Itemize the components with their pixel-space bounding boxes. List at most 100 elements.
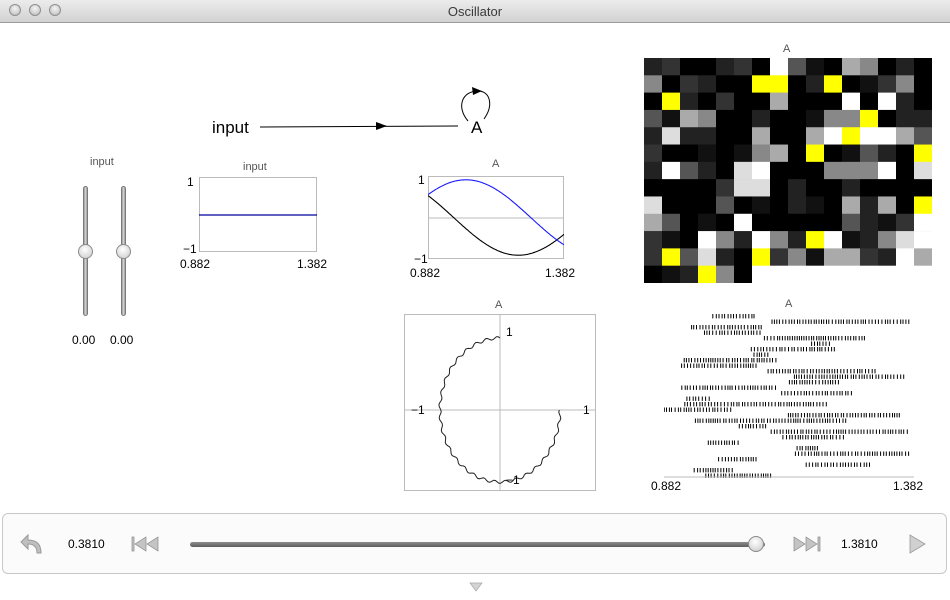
grid-cell xyxy=(734,127,753,145)
grid-cell xyxy=(770,248,789,266)
grid-cell xyxy=(824,109,843,128)
start-time: 0.3810 xyxy=(68,537,105,551)
minimize-window-icon[interactable] xyxy=(29,4,41,16)
play-icon[interactable] xyxy=(907,533,927,555)
undo-icon[interactable] xyxy=(19,531,47,557)
grid-cell xyxy=(644,231,663,249)
grid-cell xyxy=(680,161,699,180)
network-input-label[interactable]: input xyxy=(212,118,249,137)
grid-cell xyxy=(806,144,825,163)
grid-cell xyxy=(806,179,825,197)
grid-cell xyxy=(860,265,879,283)
grid-cell xyxy=(806,231,825,249)
expand-panel-icon[interactable] xyxy=(469,582,483,592)
a-value-plot-area[interactable] xyxy=(428,176,564,259)
grid-cell xyxy=(680,265,699,283)
grid-cell xyxy=(644,109,663,128)
grid-cell xyxy=(698,92,717,111)
grid-cell xyxy=(644,144,663,163)
close-window-icon[interactable] xyxy=(9,4,21,16)
grid-cell xyxy=(644,161,663,180)
input-plot-area[interactable] xyxy=(199,177,317,252)
skip-forward-icon[interactable] xyxy=(792,534,822,554)
grid-cell xyxy=(716,248,735,266)
grid-cell xyxy=(896,58,915,76)
grid-cell xyxy=(842,58,861,76)
xy-plot-area[interactable] xyxy=(404,314,596,491)
grid-cell xyxy=(770,58,789,76)
zoom-window-icon[interactable] xyxy=(49,4,61,16)
grid-cell xyxy=(770,127,789,145)
grid-cell xyxy=(716,109,735,128)
grid-cell xyxy=(662,196,681,215)
grid-cell xyxy=(734,75,753,93)
grid-cell xyxy=(914,92,932,111)
input-plot-xmax: 1.382 xyxy=(297,257,328,271)
grid-cell xyxy=(680,231,699,249)
grid-cell xyxy=(914,58,932,76)
grid-cell xyxy=(842,92,861,111)
network-node-a[interactable]: A xyxy=(471,118,483,137)
grid-cell xyxy=(914,248,932,266)
time-scrubber-track[interactable] xyxy=(190,542,765,547)
grid-cell xyxy=(914,127,932,145)
grid-cell xyxy=(860,92,879,111)
grid-cell xyxy=(806,213,825,232)
time-scrubber-knob[interactable] xyxy=(748,536,765,552)
grid-cell xyxy=(644,179,663,197)
grid-cell xyxy=(770,231,789,249)
grid-cell xyxy=(680,144,699,163)
grid-plot-area[interactable] xyxy=(644,58,932,283)
grid-cell xyxy=(806,161,825,180)
grid-cell xyxy=(914,75,932,93)
grid-cell xyxy=(680,109,699,128)
grid-cell xyxy=(680,127,699,145)
grid-cell xyxy=(662,213,681,232)
spike-plot-area[interactable] xyxy=(664,313,914,478)
spike-plot-title: A xyxy=(785,298,793,310)
grid-cell xyxy=(716,265,735,283)
grid-cell xyxy=(662,58,681,76)
grid-cell xyxy=(644,127,663,145)
grid-cell xyxy=(788,265,807,283)
grid-cell xyxy=(680,179,699,197)
grid-cell xyxy=(842,248,861,266)
grid-cell xyxy=(896,127,915,145)
grid-cell xyxy=(896,179,915,197)
grid-cell xyxy=(824,92,843,111)
grid-plot-title: A xyxy=(783,43,791,55)
grid-cell xyxy=(662,248,681,266)
grid-cell xyxy=(806,127,825,145)
slider-value-2: 0.00 xyxy=(110,333,134,347)
grid-cell xyxy=(878,75,897,93)
grid-cell xyxy=(878,58,897,76)
skip-back-icon[interactable] xyxy=(130,534,160,554)
grid-cell xyxy=(734,231,753,249)
grid-cell xyxy=(860,213,879,232)
grid-cell xyxy=(842,161,861,180)
grid-cell xyxy=(878,196,897,215)
grid-cell xyxy=(878,265,897,283)
grid-cell xyxy=(770,196,789,215)
grid-cell xyxy=(824,75,843,93)
grid-cell xyxy=(752,265,771,283)
grid-cell xyxy=(734,179,753,197)
grid-cell xyxy=(806,92,825,111)
slider-knob-2[interactable] xyxy=(116,243,131,259)
a-value-plot-ymin: −1 xyxy=(414,252,428,266)
grid-cell xyxy=(716,196,735,215)
grid-cell xyxy=(734,213,753,232)
a-value-series-2 xyxy=(428,179,564,246)
grid-cell xyxy=(698,231,717,249)
grid-cell xyxy=(788,179,807,197)
grid-cell xyxy=(896,248,915,266)
grid-cell xyxy=(734,92,753,111)
xy-plot-top: 1 xyxy=(506,325,513,339)
grid-cell xyxy=(860,127,879,145)
grid-cell xyxy=(662,144,681,163)
grid-cell xyxy=(842,213,861,232)
slider-knob-1[interactable] xyxy=(78,243,93,259)
grid-cell xyxy=(788,92,807,111)
network-arrows xyxy=(259,87,491,130)
grid-cell xyxy=(878,161,897,180)
